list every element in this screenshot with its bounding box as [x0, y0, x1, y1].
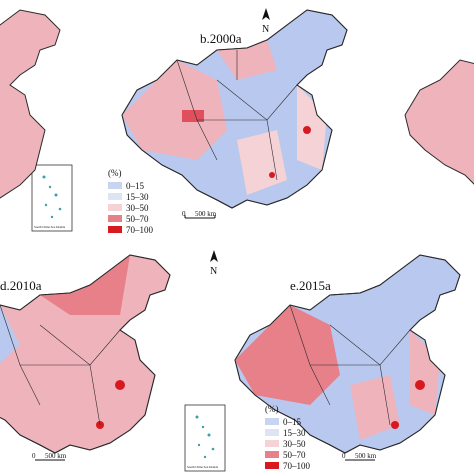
inset-south-china-sea-2: South China Sea Islands [184, 404, 226, 472]
legend-unit: (%) [108, 168, 122, 178]
svg-text:0: 0 [32, 452, 36, 460]
scale-bar-2: 0 500 km [32, 452, 67, 461]
legend-class-1: 0–15 [126, 181, 145, 191]
svg-text:South China Sea Islands: South China Sea Islands [187, 465, 219, 469]
panel-e-map [234, 254, 461, 454]
panel-c-map-partial [404, 9, 474, 209]
svg-text:30–50: 30–50 [283, 439, 306, 449]
svg-text:50–70: 50–70 [283, 450, 306, 460]
svg-text:0–15: 0–15 [283, 417, 302, 427]
scale-bar: 0 500 km [182, 210, 217, 219]
svg-text:70–100: 70–100 [283, 461, 311, 471]
legend-2: (%) 0–15 15–30 30–50 50–70 70–100 [265, 404, 311, 471]
svg-text:500 km: 500 km [45, 452, 67, 460]
scale-bar-3: 0 500 km [342, 452, 377, 461]
inset-south-china-sea: South China Sea Islands [31, 164, 73, 232]
legend: (%) 0–15 15–30 30–50 50–70 70–100 [108, 168, 154, 235]
svg-text:0: 0 [342, 452, 346, 460]
north-label: N [262, 24, 269, 35]
inset-caption: South China Sea Islands [34, 225, 66, 229]
legend-class-3: 30–50 [126, 203, 149, 213]
svg-text:15–30: 15–30 [283, 428, 306, 438]
svg-text:(%): (%) [265, 404, 279, 414]
legend-class-4: 50–70 [126, 214, 149, 224]
scale-distance: 500 km [195, 210, 217, 218]
panel-d-map [0, 254, 171, 454]
panel-title-e: e.2015a [290, 278, 331, 293]
panel-b-map [121, 9, 348, 209]
svg-text:N: N [210, 266, 217, 277]
legend-class-5: 70–100 [126, 225, 154, 235]
north-arrow-icon-2: N [210, 250, 218, 277]
scale-zero: 0 [182, 210, 186, 218]
legend-class-2: 15–30 [126, 192, 149, 202]
north-arrow-icon: N [262, 8, 270, 35]
svg-text:500 km: 500 km [355, 452, 377, 460]
panel-title-b: b.2000a [200, 31, 242, 46]
panel-title-d: d.2010a [0, 278, 42, 293]
